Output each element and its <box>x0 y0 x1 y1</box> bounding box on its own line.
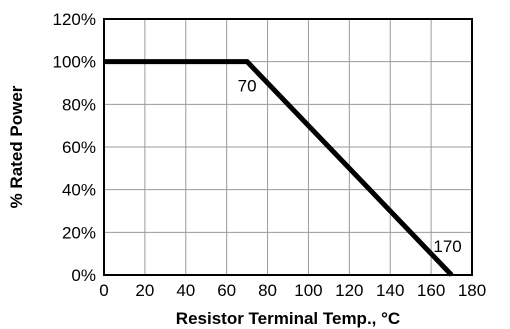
annotation-170: 170 <box>433 237 461 256</box>
y-tick-labels: 0% 20% 40% 60% 80% 100% 120% <box>53 10 96 285</box>
y-tick-label-40: 40% <box>62 181 96 200</box>
x-axis-title: Resistor Terminal Temp., °C <box>176 309 400 328</box>
y-tick-label-80: 80% <box>62 95 96 114</box>
x-tick-label-160: 160 <box>417 281 445 300</box>
series-line-0 <box>104 59 454 277</box>
y-tick-label-0: 0% <box>71 266 96 285</box>
x-tick-labels: 0 20 40 60 80 100 120 140 160 180 <box>99 281 486 300</box>
x-tick-label-180: 180 <box>458 281 486 300</box>
y-tick-label-20: 20% <box>62 223 96 242</box>
y-tick-label-60: 60% <box>62 138 96 157</box>
x-tick-label-0: 0 <box>99 281 108 300</box>
plot-frame <box>103 18 473 276</box>
y-tick-label-100: 100% <box>53 53 96 72</box>
x-tick-label-80: 80 <box>258 281 277 300</box>
x-tick-label-100: 100 <box>294 281 322 300</box>
x-tick-label-40: 40 <box>176 281 195 300</box>
x-tick-label-20: 20 <box>135 281 154 300</box>
x-tick-label-140: 140 <box>376 281 404 300</box>
annotation-70: 70 <box>238 77 257 96</box>
x-tick-label-60: 60 <box>217 281 236 300</box>
series-layer <box>104 59 454 277</box>
y-axis-title: % Rated Power <box>7 85 26 208</box>
annotations: 70 170 <box>238 77 462 256</box>
y-tick-label-120: 120% <box>53 10 96 29</box>
x-tick-label-120: 120 <box>335 281 363 300</box>
